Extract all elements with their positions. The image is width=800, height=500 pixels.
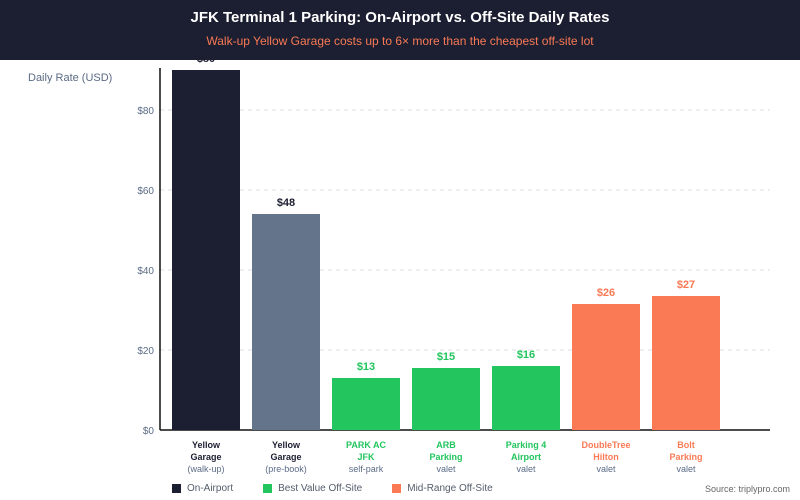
x-tick-label: DoubleTree bbox=[581, 440, 630, 450]
x-tick-sublabel: valet bbox=[676, 464, 696, 474]
x-tick-label: Garage bbox=[190, 452, 221, 462]
header-banner: JFK Terminal 1 Parking: On-Airport vs. O… bbox=[0, 0, 800, 60]
x-tick-sublabel: valet bbox=[596, 464, 616, 474]
x-tick-sublabel: (pre-book) bbox=[265, 464, 307, 474]
x-tick-label: Parking bbox=[429, 452, 462, 462]
bar bbox=[332, 378, 400, 430]
y-tick-label: $80 bbox=[137, 106, 154, 117]
bar bbox=[492, 366, 560, 430]
x-tick-label: Yellow bbox=[192, 440, 221, 450]
x-tick-label: Airport bbox=[511, 452, 541, 462]
x-tick-sublabel: valet bbox=[436, 464, 456, 474]
legend: On-Airport Best Value Off-Site Mid-Range… bbox=[172, 483, 493, 494]
bar-value-label: $16 bbox=[517, 349, 535, 361]
x-tick-label: PARK AC bbox=[346, 440, 386, 450]
chart-title: JFK Terminal 1 Parking: On-Airport vs. O… bbox=[190, 9, 610, 26]
bar-value-label: $26 bbox=[597, 287, 615, 299]
x-tick-label: Yellow bbox=[272, 440, 301, 450]
x-tick-label: Parking bbox=[669, 452, 702, 462]
bar bbox=[572, 304, 640, 430]
bar-value-label: $13 bbox=[357, 361, 375, 373]
x-tick-sublabel: self-park bbox=[349, 464, 384, 474]
legend-swatch-best-value bbox=[263, 484, 273, 493]
bar-value-label: $80 bbox=[197, 53, 215, 65]
x-tick-label: Garage bbox=[270, 452, 301, 462]
x-tick-sublabel: (walk-up) bbox=[187, 464, 224, 474]
bar bbox=[252, 214, 320, 430]
bar-value-label: $27 bbox=[677, 279, 695, 291]
legend-item-on-airport: On-Airport bbox=[172, 483, 233, 494]
y-axis-label: Daily Rate (USD) bbox=[28, 72, 113, 84]
bar-value-label: $15 bbox=[437, 351, 455, 363]
bar bbox=[412, 368, 480, 430]
bar bbox=[172, 70, 240, 430]
bar-value-label: $48 bbox=[277, 197, 295, 209]
x-tick-label: Parking 4 bbox=[506, 440, 547, 450]
x-tick-label: ARB bbox=[436, 440, 456, 450]
source-note: Source: triplypro.com bbox=[704, 484, 790, 494]
legend-swatch-mid-range bbox=[392, 484, 402, 493]
y-tick-label: $20 bbox=[137, 346, 154, 357]
x-tick-label: Bolt bbox=[677, 440, 695, 450]
y-tick-label: $0 bbox=[143, 426, 155, 437]
legend-swatch-on-airport bbox=[172, 484, 181, 493]
chart-subtitle: Walk-up Yellow Garage costs up to 6× mor… bbox=[206, 34, 594, 48]
bar bbox=[652, 296, 720, 430]
x-tick-sublabel: valet bbox=[516, 464, 536, 474]
legend-label-mid-range: Mid-Range Off-Site bbox=[407, 483, 493, 494]
legend-item-mid-range: Mid-Range Off-Site bbox=[392, 483, 493, 494]
y-tick-label: $60 bbox=[137, 186, 154, 197]
x-tick-label: JFK bbox=[357, 452, 375, 462]
x-tick-label: Hilton bbox=[593, 452, 619, 462]
legend-item-best-value: Best Value Off-Site bbox=[263, 483, 362, 494]
legend-label-best-value: Best Value Off-Site bbox=[278, 483, 363, 494]
y-tick-label: $40 bbox=[137, 266, 154, 277]
legend-label-on-airport: On-Airport bbox=[187, 483, 234, 494]
